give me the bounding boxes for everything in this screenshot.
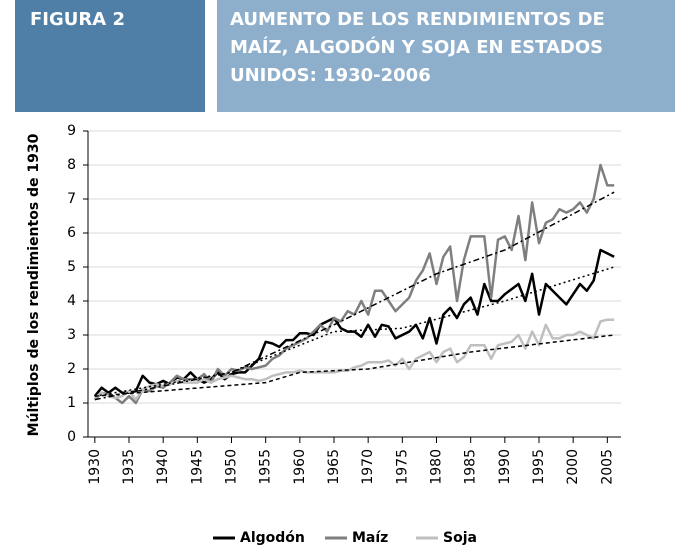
- x-tick-label: 2000: [565, 449, 581, 485]
- x-tick-label: 1955: [258, 449, 274, 485]
- x-tick-label: 1945: [189, 449, 205, 485]
- y-tick-label: 6: [67, 225, 76, 241]
- y-tick-label: 9: [67, 123, 76, 139]
- x-tick-label: 1990: [497, 449, 513, 485]
- figure-label: FIGURA 2: [30, 9, 125, 30]
- series-line: [93, 248, 615, 397]
- chart-title: MAÍZ, ALGODÓN Y SOJA EN ESTADOS: [230, 36, 603, 58]
- legend-label: Maíz: [352, 530, 388, 546]
- legend-label: Soja: [443, 530, 477, 546]
- y-axis-title: Múltiplos de los rendimientos de 1930: [26, 133, 42, 436]
- x-tick-label: 1940: [155, 449, 171, 485]
- chart-title: AUMENTO DE LOS RENDIMIENTOS DE: [230, 9, 605, 30]
- trend-line: [94, 334, 615, 397]
- x-tick-label: 1935: [121, 449, 137, 485]
- x-tick-label: 1960: [292, 449, 308, 485]
- trend-line: [94, 191, 615, 401]
- chart-title: UNIDOS: 1930-2006: [230, 65, 431, 86]
- title-box: [217, 0, 675, 112]
- y-tick-label: 8: [67, 157, 76, 173]
- y-tick-label: 7: [67, 191, 76, 207]
- x-tick-label: 1930: [87, 449, 103, 485]
- x-tick-label: 1995: [531, 449, 547, 485]
- y-tick-label: 2: [67, 361, 76, 377]
- x-tick-label: 1950: [224, 449, 240, 485]
- x-tick-label: 1985: [463, 449, 479, 485]
- y-tick-label: 0: [67, 429, 76, 445]
- y-tick-label: 4: [67, 293, 76, 309]
- x-tick-label: 1980: [429, 449, 445, 485]
- y-tick-label: 1: [67, 395, 76, 411]
- y-tick-label: 5: [67, 259, 76, 275]
- x-tick-label: 1965: [326, 449, 342, 485]
- x-tick-label: 1970: [360, 449, 376, 485]
- y-tick-label: 3: [67, 327, 76, 343]
- legend-label: Algodón: [240, 530, 305, 546]
- figure-box: [15, 0, 205, 112]
- x-tick-label: 2005: [599, 449, 615, 485]
- x-tick-label: 1975: [394, 449, 410, 485]
